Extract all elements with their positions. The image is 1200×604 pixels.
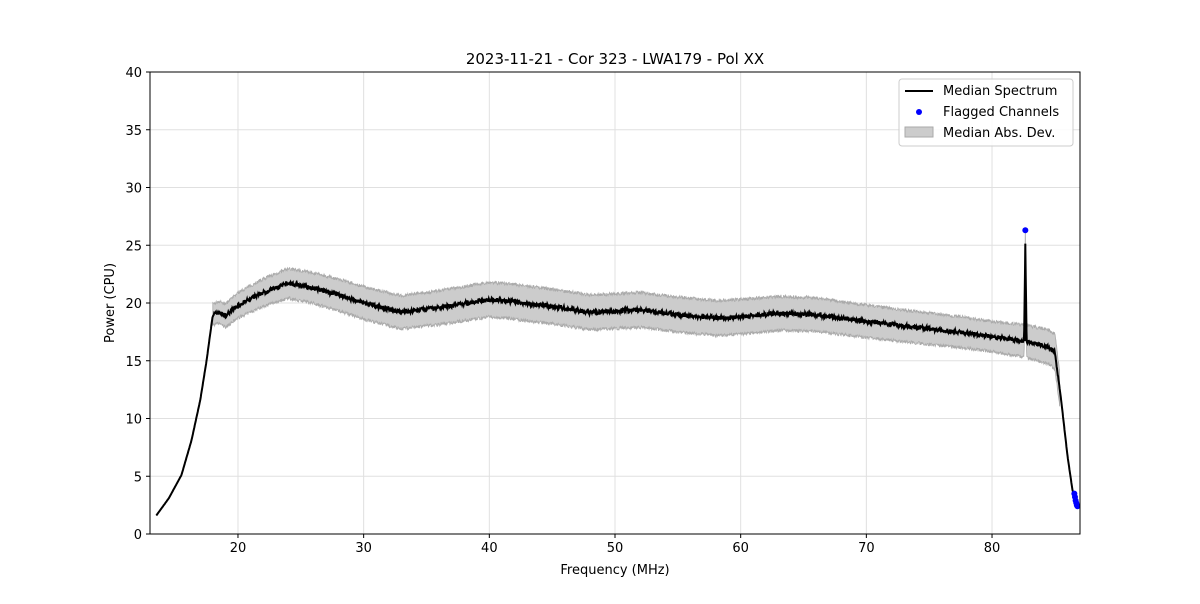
legend-mad-label: Median Abs. Dev. — [943, 126, 1055, 141]
x-tick-label: 70 — [858, 541, 875, 556]
y-tick-label: 15 — [125, 355, 142, 370]
x-axis-label: Frequency (MHz) — [560, 563, 669, 578]
flagged-channel-point — [1074, 503, 1081, 510]
mad-band — [212, 227, 1060, 407]
legend-flagged-label: Flagged Channels — [943, 105, 1059, 120]
flagged-channel-point — [1022, 227, 1029, 234]
x-axis: 20 30 40 50 60 70 80 — [230, 534, 1001, 556]
x-tick-label: 80 — [984, 541, 1001, 556]
legend-mad-swatch — [904, 126, 934, 138]
median-spectrum-line — [155, 243, 1079, 517]
flagged-points — [1022, 227, 1081, 510]
grid — [150, 71, 1080, 535]
legend-median-label: Median Spectrum — [943, 84, 1057, 99]
y-tick-label: 10 — [125, 413, 142, 428]
chart-title: 2023-11-21 - Cor 323 - LWA179 - Pol XX — [466, 50, 764, 68]
x-tick-label: 20 — [230, 541, 247, 556]
y-tick-label: 30 — [125, 182, 142, 197]
legend-flagged-swatch — [916, 109, 922, 115]
y-tick-label: 40 — [125, 66, 142, 81]
x-tick-label: 50 — [607, 541, 624, 556]
legend: Median Spectrum Flagged Channels Median … — [898, 78, 1074, 147]
x-tick-label: 60 — [732, 541, 749, 556]
y-tick-label: 0 — [134, 528, 142, 543]
y-axis-label: Power (CPU) — [103, 263, 118, 343]
y-tick-label: 20 — [125, 297, 142, 312]
x-tick-label: 30 — [355, 541, 372, 556]
legend-box — [898, 78, 1074, 147]
y-tick-label: 25 — [125, 239, 142, 254]
y-axis: 0 5 10 15 20 25 30 35 40 — [125, 66, 150, 543]
y-tick-label: 35 — [125, 124, 142, 139]
y-tick-label: 5 — [134, 470, 142, 485]
x-tick-label: 40 — [481, 541, 498, 556]
